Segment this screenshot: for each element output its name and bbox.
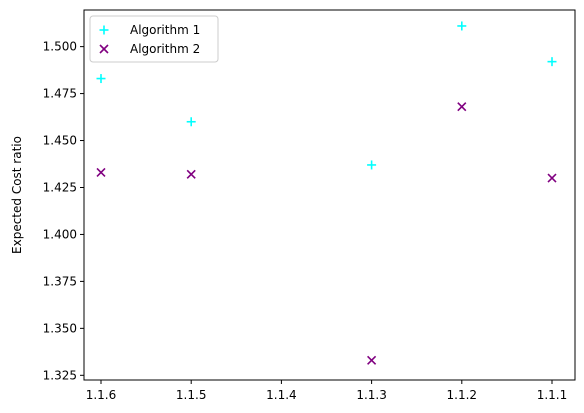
legend-box (89, 15, 219, 63)
algorithm-2-point (96, 167, 106, 178)
algorithm-1-point (186, 117, 196, 127)
y-tick-label: 1.375 (43, 274, 77, 288)
y-tick-label: 1.325 (43, 368, 77, 382)
legend-label: Algorithm 1 (130, 23, 200, 37)
algorithm-1-point (547, 57, 557, 67)
y-axis-ticks: 1.325 1.350 1.375 1.400 1.425 1.450 1.475 1.500 (43, 40, 84, 382)
y-axis-label: Expected Cost ratio (10, 136, 24, 254)
x-tick-label: 1.1.5 (176, 388, 207, 402)
data-points (96, 21, 557, 365)
algorithm-1-point (457, 21, 467, 31)
plot-frame (83, 9, 576, 381)
legend-marker (99, 44, 109, 54)
plot-area (84, 10, 575, 380)
y-tick-label: 1.500 (43, 40, 77, 54)
legend: Algorithm 1 Algorithm 2 (89, 15, 219, 63)
x-tick-label: 1.1.2 (447, 388, 478, 402)
x-tick-label: 1.1.6 (86, 388, 117, 402)
legend-label: Algorithm 2 (130, 42, 200, 56)
algorithm-1-point (96, 74, 106, 84)
x-tick-label: 1.1.1 (537, 388, 568, 402)
x-axis-ticks: 1.1.6 1.1.5 1.1.4 1.1.3 1.1.2 1.1.1 (86, 380, 568, 402)
algorithm-1-point (367, 160, 377, 170)
x-tick-label: 1.1.4 (266, 388, 297, 402)
algorithm-2-point (367, 355, 377, 365)
y-tick-label: 1.475 (43, 87, 77, 101)
algorithm-2-point (547, 173, 557, 183)
algorithm-2-point (186, 169, 196, 179)
y-tick-label: 1.350 (43, 321, 77, 335)
y-tick-label: 1.425 (43, 180, 77, 194)
algorithm-2-point (457, 102, 467, 112)
y-tick-label: 1.450 (43, 134, 77, 148)
legend-marker (99, 25, 109, 35)
x-tick-label: 1.1.3 (356, 388, 387, 402)
y-tick-label: 1.400 (43, 227, 77, 241)
